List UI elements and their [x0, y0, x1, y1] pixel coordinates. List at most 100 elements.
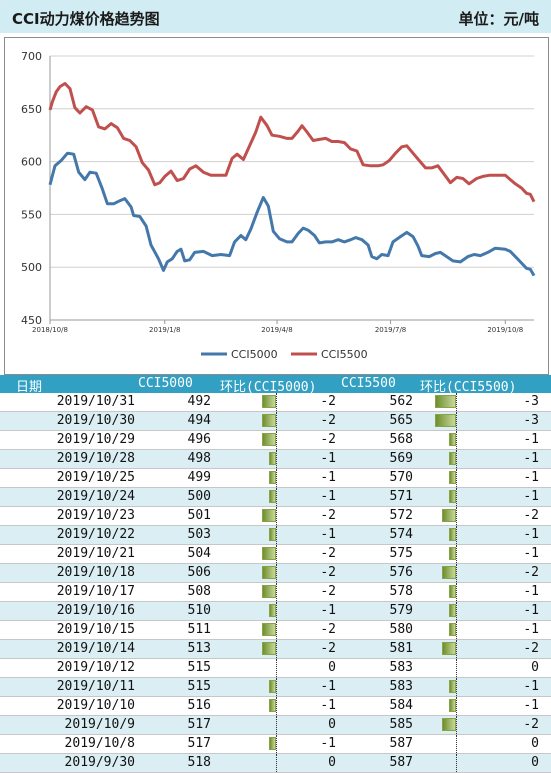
row-cci5000-change: -1: [320, 470, 336, 485]
row-cci5500: 583: [389, 679, 413, 694]
row-date: 2019/10/10: [56, 698, 135, 713]
row-cci5000: 500: [187, 489, 211, 504]
bar-axis: [276, 488, 277, 506]
table-row: 2019/10/22 503 -1 574 -1: [0, 526, 551, 545]
change-bar: [442, 642, 456, 655]
change-bar: [449, 452, 456, 465]
row-cci5000: 511: [187, 622, 211, 637]
bar-axis: [456, 735, 457, 753]
row-cci5500: 571: [389, 489, 413, 504]
table-row: 2019/10/10 516 -1 584 -1: [0, 697, 551, 716]
row-date: 2019/10/8: [64, 736, 135, 751]
bar-axis: [456, 488, 457, 506]
row-cci5000: 516: [187, 698, 211, 713]
row-date: 2019/10/17: [56, 584, 135, 599]
change-bar: [442, 566, 456, 579]
bar-axis: [456, 431, 457, 449]
change-bar: [269, 604, 276, 617]
change-bar: [449, 623, 456, 636]
change-bar: [269, 699, 276, 712]
bar-axis: [456, 697, 457, 715]
row-cci5500: 581: [389, 641, 413, 656]
row-cci5500: 565: [389, 413, 413, 428]
row-date: 2019/10/29: [56, 432, 135, 447]
row-cci5500: 576: [389, 565, 413, 580]
change-bar: [262, 566, 276, 579]
change-bar: [262, 547, 276, 560]
row-date: 2019/10/11: [56, 679, 135, 694]
row-date: 2019/10/14: [56, 641, 135, 656]
bar-axis: [276, 621, 277, 639]
change-bar: [262, 623, 276, 636]
row-cci5000: 510: [187, 603, 211, 618]
row-date: 2019/10/21: [56, 546, 135, 561]
row-cci5500: 574: [389, 527, 413, 542]
row-date: 2019/10/31: [56, 394, 135, 409]
line-chart: 450 500 550 600 650 700 2018/10/8 2019/1/8 2019…: [21, 50, 536, 361]
series-line-cci5500: [48, 82, 536, 203]
row-cci5500-change: -1: [523, 527, 539, 542]
row-cci5000: 518: [187, 755, 211, 770]
row-cci5500-change: 0: [531, 755, 539, 770]
bar-axis: [276, 602, 277, 620]
change-bar: [269, 490, 276, 503]
row-cci5500-change: -1: [523, 679, 539, 694]
row-cci5500: 579: [389, 603, 413, 618]
row-cci5500-change: -1: [523, 470, 539, 485]
table-row: 2019/10/18 506 -2 576 -2: [0, 564, 551, 583]
row-date: 2019/10/30: [56, 413, 135, 428]
change-bar: [262, 585, 276, 598]
row-cci5000: 513: [187, 641, 211, 656]
change-bar: [262, 414, 276, 427]
row-cci5000-change: -1: [320, 527, 336, 542]
row-cci5000-change: 0: [328, 755, 336, 770]
table-row: 2019/10/16 510 -1 579 -1: [0, 602, 551, 621]
row-cci5000-change: -1: [320, 698, 336, 713]
bar-axis: [456, 678, 457, 696]
price-table: 2019/10/31 492 -2 562 -3 2019/10/30 494 -2 565 -3…: [0, 393, 551, 773]
bar-axis: [276, 469, 277, 487]
bar-axis: [276, 659, 277, 677]
bar-axis: [456, 412, 457, 430]
table-row: 2019/10/14 513 -2 581 -2: [0, 640, 551, 659]
row-cci5000: 494: [187, 413, 211, 428]
table-row: 2019/9/30 518 0 587 0: [0, 754, 551, 773]
bar-axis: [276, 507, 277, 525]
row-cci5000-change: 0: [328, 717, 336, 732]
row-cci5500: 578: [389, 584, 413, 599]
row-date: 2019/10/24: [56, 489, 135, 504]
series-line-cci5000: [48, 151, 536, 277]
row-cci5500: 584: [389, 698, 413, 713]
row-cci5000: 504: [187, 546, 211, 561]
chart-area: 450 500 550 600 650 700 2018/10/8 2019/1/8 2019…: [4, 37, 549, 375]
table-row: 2019/10/24 500 -1 571 -1: [0, 488, 551, 507]
bar-axis: [276, 564, 277, 582]
change-bar: [449, 490, 456, 503]
row-cci5500: 583: [389, 660, 413, 675]
row-cci5000-change: -1: [320, 603, 336, 618]
row-date: 2019/10/28: [56, 451, 135, 466]
bar-axis: [456, 716, 457, 734]
y-tick-label: 450: [21, 314, 42, 327]
bar-axis: [276, 526, 277, 544]
change-bar: [435, 414, 456, 427]
row-cci5500: 585: [389, 717, 413, 732]
change-bar: [449, 547, 456, 560]
bar-axis: [276, 735, 277, 753]
x-tick-label: 2018/10/8: [32, 326, 68, 334]
bar-axis: [276, 393, 277, 411]
bar-axis: [456, 754, 457, 772]
bar-axis: [456, 450, 457, 468]
row-date: 2019/10/23: [56, 508, 135, 523]
bar-axis: [456, 640, 457, 658]
row-cci5500-change: -3: [523, 394, 539, 409]
y-tick-label: 500: [21, 261, 42, 274]
row-cci5500: 562: [389, 394, 413, 409]
col-header-date: 日期: [16, 380, 43, 395]
x-tick-label: 2019/10/8: [487, 326, 523, 334]
table-row: 2019/10/21 504 -2 575 -1: [0, 545, 551, 564]
table-row: 2019/10/30 494 -2 565 -3: [0, 412, 551, 431]
change-bar: [269, 680, 276, 693]
row-cci5500-change: -1: [523, 489, 539, 504]
change-bar: [262, 433, 276, 446]
